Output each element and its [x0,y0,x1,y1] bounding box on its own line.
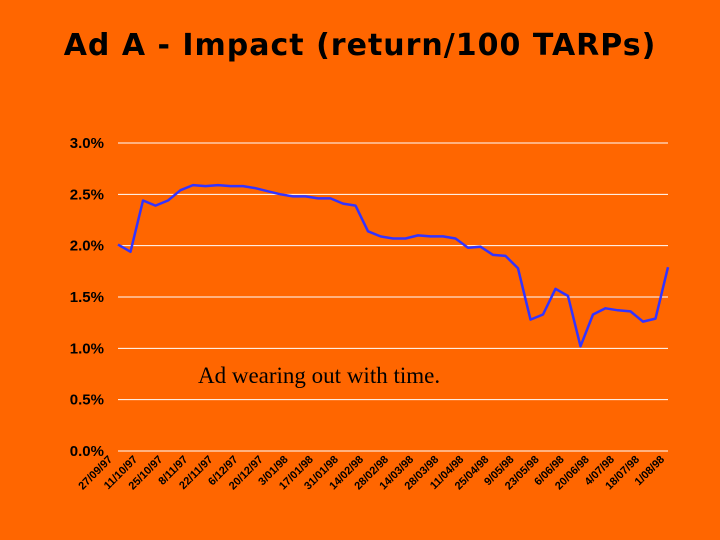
y-tick-label: 2.0% [70,238,104,255]
y-tick-label: 0.5% [70,392,104,409]
annotation-text: Ad wearing out with time. [198,363,440,388]
y-tick-label: 1.0% [70,340,104,357]
y-tick-label: 3.0% [70,135,104,152]
y-tick-label: 2.5% [70,186,104,203]
series-group [117,183,670,348]
chart-title: Ad A - Impact (return/100 TARPs) [63,28,657,63]
y-tick-label: 0.0% [70,443,104,460]
x-axis-ticks: 27/09/9711/10/9725/10/978/11/9722/11/976… [76,454,667,493]
series-line [117,183,670,348]
grid-lines [118,142,668,452]
y-tick-label: 1.5% [70,289,104,306]
y-axis-ticks: 0.0% 0.5% 1.0% 1.5% 2.0% 2.5% 3.0% [70,135,104,460]
